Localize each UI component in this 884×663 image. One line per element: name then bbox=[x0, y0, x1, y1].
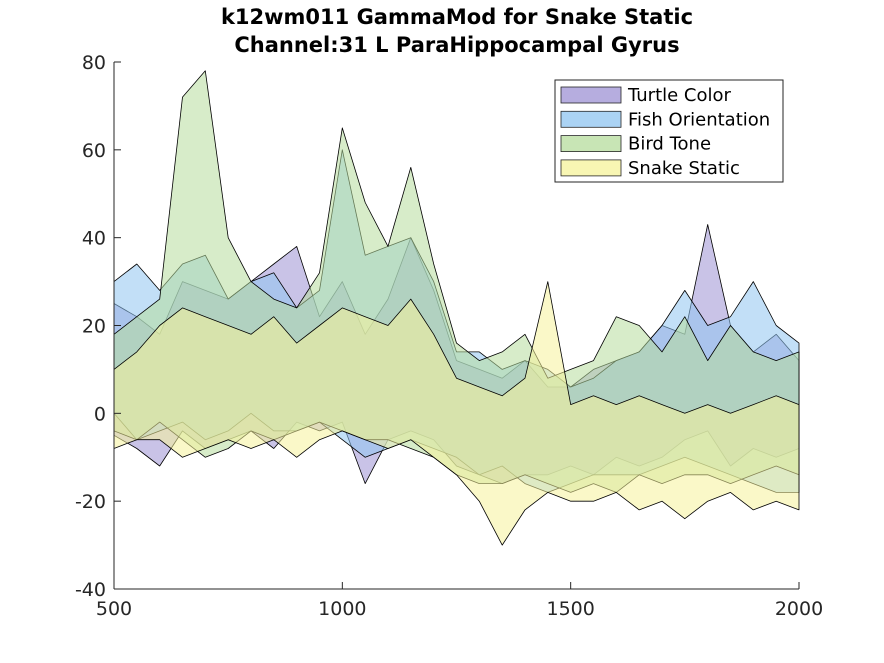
legend-swatch-bird-tone bbox=[560, 135, 622, 153]
axis-ticks: 500 1000 1500 2000 -40 -20 0 20 40 60 80 bbox=[75, 52, 823, 620]
y-tick-label: 60 bbox=[82, 140, 106, 162]
y-tick-label: 40 bbox=[82, 228, 106, 250]
legend: Turtle Color Fish Orientation Bird Tone Sna… bbox=[554, 79, 784, 183]
legend-swatch-turtle-color bbox=[560, 86, 622, 104]
x-tick-label: 500 bbox=[96, 598, 132, 620]
legend-label-fish-orientation: Fish Orientation bbox=[628, 109, 770, 130]
legend-swatch-snake-static bbox=[560, 159, 622, 177]
y-tick-label: 80 bbox=[82, 52, 106, 74]
x-tick-label: 2000 bbox=[775, 598, 823, 620]
legend-label-turtle-color: Turtle Color bbox=[627, 85, 732, 106]
x-tick-label: 1500 bbox=[546, 598, 594, 620]
y-tick-label: -40 bbox=[75, 579, 106, 601]
y-tick-label: 20 bbox=[82, 316, 106, 338]
legend-swatch-fish-orientation bbox=[560, 110, 622, 128]
y-tick-label: -20 bbox=[75, 491, 106, 513]
band-snake-static bbox=[113, 281, 800, 546]
chart-title: k12wm011 GammaMod for Snake Static bbox=[221, 5, 693, 29]
chart-subtitle: Channel:31 L ParaHippocampal Gyrus bbox=[234, 33, 679, 57]
y-tick-label: 0 bbox=[94, 403, 106, 425]
legend-label-bird-tone: Bird Tone bbox=[628, 134, 711, 155]
x-tick-label: 1000 bbox=[318, 598, 366, 620]
series-bands bbox=[113, 70, 800, 546]
legend-label-snake-static: Snake Static bbox=[628, 158, 740, 179]
